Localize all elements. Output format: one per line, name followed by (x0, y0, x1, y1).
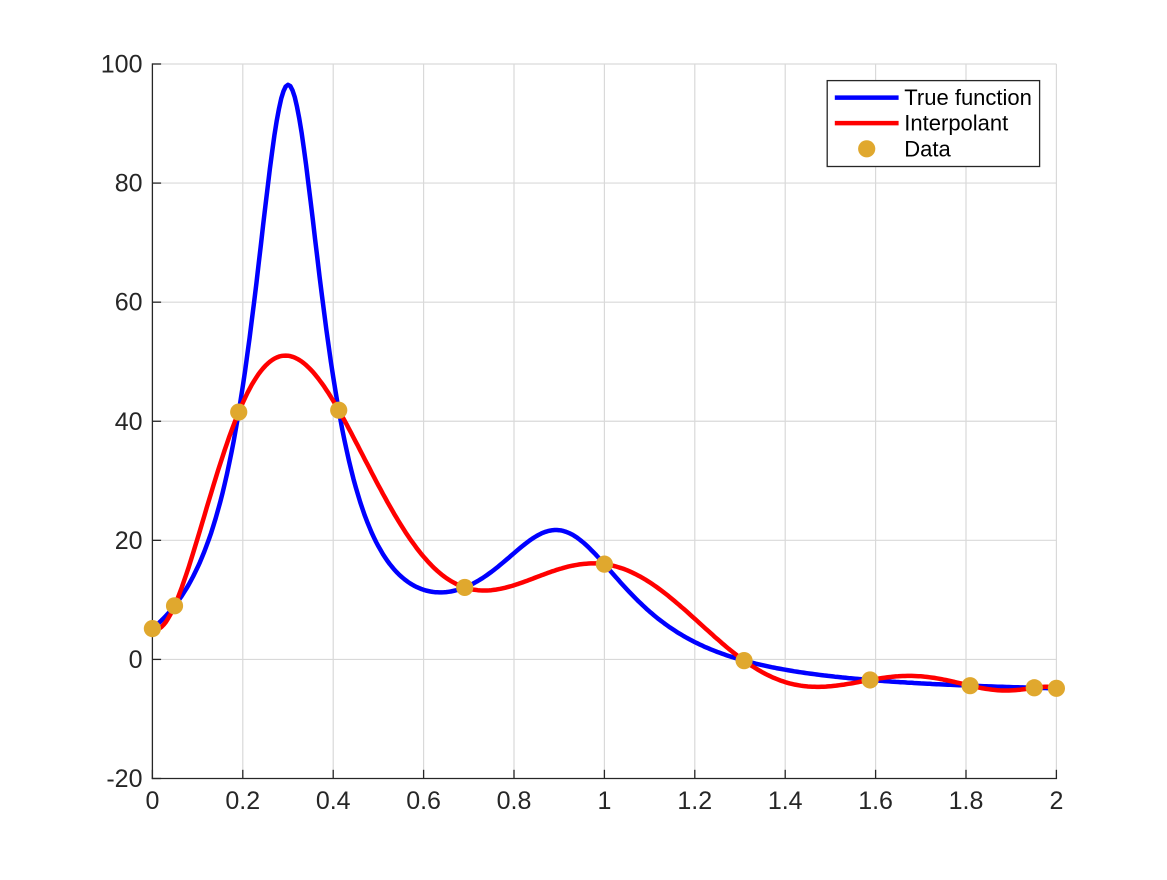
svg-text:20: 20 (115, 527, 143, 555)
svg-text:1.4: 1.4 (768, 787, 803, 815)
svg-text:0: 0 (145, 787, 159, 815)
svg-text:1: 1 (597, 787, 611, 815)
svg-text:-20: -20 (106, 765, 142, 793)
svg-text:100: 100 (101, 51, 143, 79)
svg-text:1.6: 1.6 (858, 787, 893, 815)
svg-text:1.8: 1.8 (949, 787, 984, 815)
svg-text:1.2: 1.2 (677, 787, 712, 815)
svg-text:Interpolant: Interpolant (904, 111, 1008, 136)
svg-text:80: 80 (115, 170, 143, 198)
svg-text:60: 60 (115, 289, 143, 317)
svg-text:0.2: 0.2 (225, 787, 260, 815)
svg-text:40: 40 (115, 408, 143, 436)
svg-text:0.6: 0.6 (406, 787, 441, 815)
svg-text:2: 2 (1049, 787, 1063, 815)
svg-text:0: 0 (129, 646, 143, 674)
svg-text:Data: Data (904, 136, 951, 161)
svg-text:0.4: 0.4 (316, 787, 351, 815)
svg-text:True function: True function (904, 85, 1032, 110)
svg-text:0.8: 0.8 (497, 787, 532, 815)
